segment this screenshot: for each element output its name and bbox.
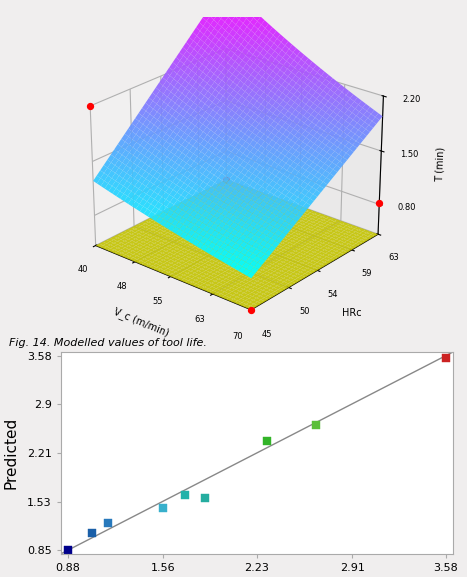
Point [64,546,71,555]
Point [263,437,270,446]
Point [201,494,209,503]
X-axis label: V_c (m/min): V_c (m/min) [112,306,171,338]
Point [182,490,189,499]
Point [88,528,95,537]
Y-axis label: HRc: HRc [341,308,361,318]
Point [105,518,112,527]
Text: Fig. 14. Modelled values of tool life.: Fig. 14. Modelled values of tool life. [9,338,207,347]
Y-axis label: Predicted: Predicted [3,417,19,489]
Point [159,504,167,513]
Point [442,354,450,363]
Point [312,421,319,430]
